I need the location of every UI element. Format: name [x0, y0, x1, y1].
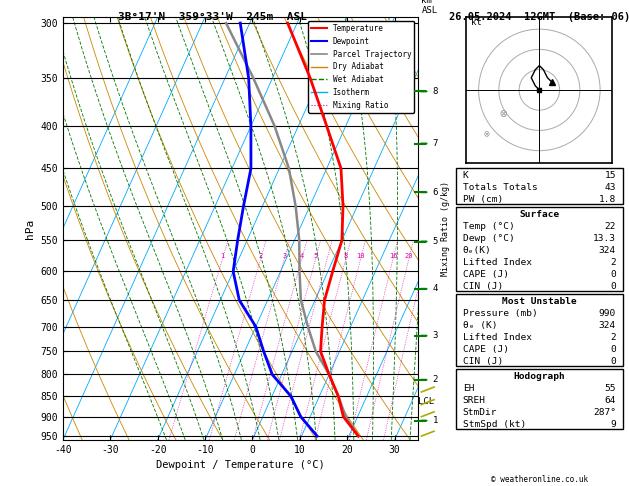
- Text: Lifted Index: Lifted Index: [463, 258, 532, 267]
- Text: 2: 2: [433, 375, 438, 384]
- Text: ⊗: ⊗: [484, 129, 489, 139]
- Text: Lifted Index: Lifted Index: [463, 333, 532, 342]
- Text: 22: 22: [604, 222, 616, 231]
- Text: 7: 7: [433, 139, 438, 148]
- Text: 43: 43: [604, 183, 616, 192]
- Text: 9: 9: [610, 420, 616, 429]
- Text: 15: 15: [604, 171, 616, 180]
- Text: 0: 0: [610, 357, 616, 366]
- Text: Temp (°C): Temp (°C): [463, 222, 515, 231]
- Text: 5: 5: [433, 237, 438, 246]
- Text: LCL: LCL: [418, 397, 435, 406]
- Text: Hodograph: Hodograph: [513, 372, 565, 381]
- Text: Mixing Ratio (g/kg): Mixing Ratio (g/kg): [440, 181, 450, 276]
- Text: 10: 10: [356, 253, 365, 259]
- Text: θₑ (K): θₑ (K): [463, 321, 497, 330]
- Text: Totals Totals: Totals Totals: [463, 183, 537, 192]
- Text: 2: 2: [610, 333, 616, 342]
- Text: 8: 8: [433, 87, 438, 96]
- Text: Surface: Surface: [520, 210, 559, 219]
- Text: SREH: SREH: [463, 396, 486, 405]
- Text: CAPE (J): CAPE (J): [463, 345, 509, 354]
- Text: 0: 0: [610, 282, 616, 291]
- Text: 2: 2: [610, 258, 616, 267]
- Text: CIN (J): CIN (J): [463, 282, 503, 291]
- Text: PW (cm): PW (cm): [463, 195, 503, 204]
- Text: Most Unstable: Most Unstable: [502, 297, 577, 306]
- Text: 3B°17'N  359°33'W  245m  ASL: 3B°17'N 359°33'W 245m ASL: [118, 12, 307, 22]
- Text: 55: 55: [604, 384, 616, 393]
- Text: θₑ(K): θₑ(K): [463, 246, 491, 255]
- Text: 6: 6: [433, 188, 438, 197]
- Text: ⊗: ⊗: [499, 108, 507, 121]
- Legend: Temperature, Dewpoint, Parcel Trajectory, Dry Adiabat, Wet Adiabat, Isotherm, Mi: Temperature, Dewpoint, Parcel Trajectory…: [308, 21, 415, 113]
- Text: 287°: 287°: [593, 408, 616, 417]
- Text: 26.05.2024  12GMT  (Base: 06): 26.05.2024 12GMT (Base: 06): [448, 12, 629, 22]
- Text: 3: 3: [433, 331, 438, 340]
- Text: StmDir: StmDir: [463, 408, 497, 417]
- Text: 3: 3: [282, 253, 286, 259]
- Text: 4: 4: [299, 253, 304, 259]
- Text: 16: 16: [389, 253, 397, 259]
- Text: 1: 1: [433, 416, 438, 425]
- Text: 4: 4: [433, 284, 438, 294]
- Text: 990: 990: [599, 309, 616, 318]
- Text: 8: 8: [343, 253, 348, 259]
- Text: K: K: [463, 171, 469, 180]
- Text: CAPE (J): CAPE (J): [463, 270, 509, 279]
- Text: 0: 0: [610, 345, 616, 354]
- Y-axis label: hPa: hPa: [25, 218, 35, 239]
- Text: 20: 20: [404, 253, 413, 259]
- Text: Pressure (mb): Pressure (mb): [463, 309, 537, 318]
- Text: kt: kt: [470, 18, 481, 27]
- Text: 0: 0: [610, 270, 616, 279]
- Text: CIN (J): CIN (J): [463, 357, 503, 366]
- Text: 5: 5: [313, 253, 318, 259]
- Text: 324: 324: [599, 246, 616, 255]
- Text: EH: EH: [463, 384, 474, 393]
- Text: 1: 1: [220, 253, 225, 259]
- Text: © weatheronline.co.uk: © weatheronline.co.uk: [491, 474, 588, 484]
- Text: 64: 64: [604, 396, 616, 405]
- Text: 324: 324: [599, 321, 616, 330]
- Text: km
ASL: km ASL: [421, 0, 438, 15]
- Text: Dewp (°C): Dewp (°C): [463, 234, 515, 243]
- Text: 2: 2: [259, 253, 263, 259]
- X-axis label: Dewpoint / Temperature (°C): Dewpoint / Temperature (°C): [156, 460, 325, 470]
- Text: 13.3: 13.3: [593, 234, 616, 243]
- Text: 1.8: 1.8: [599, 195, 616, 204]
- Text: StmSpd (kt): StmSpd (kt): [463, 420, 526, 429]
